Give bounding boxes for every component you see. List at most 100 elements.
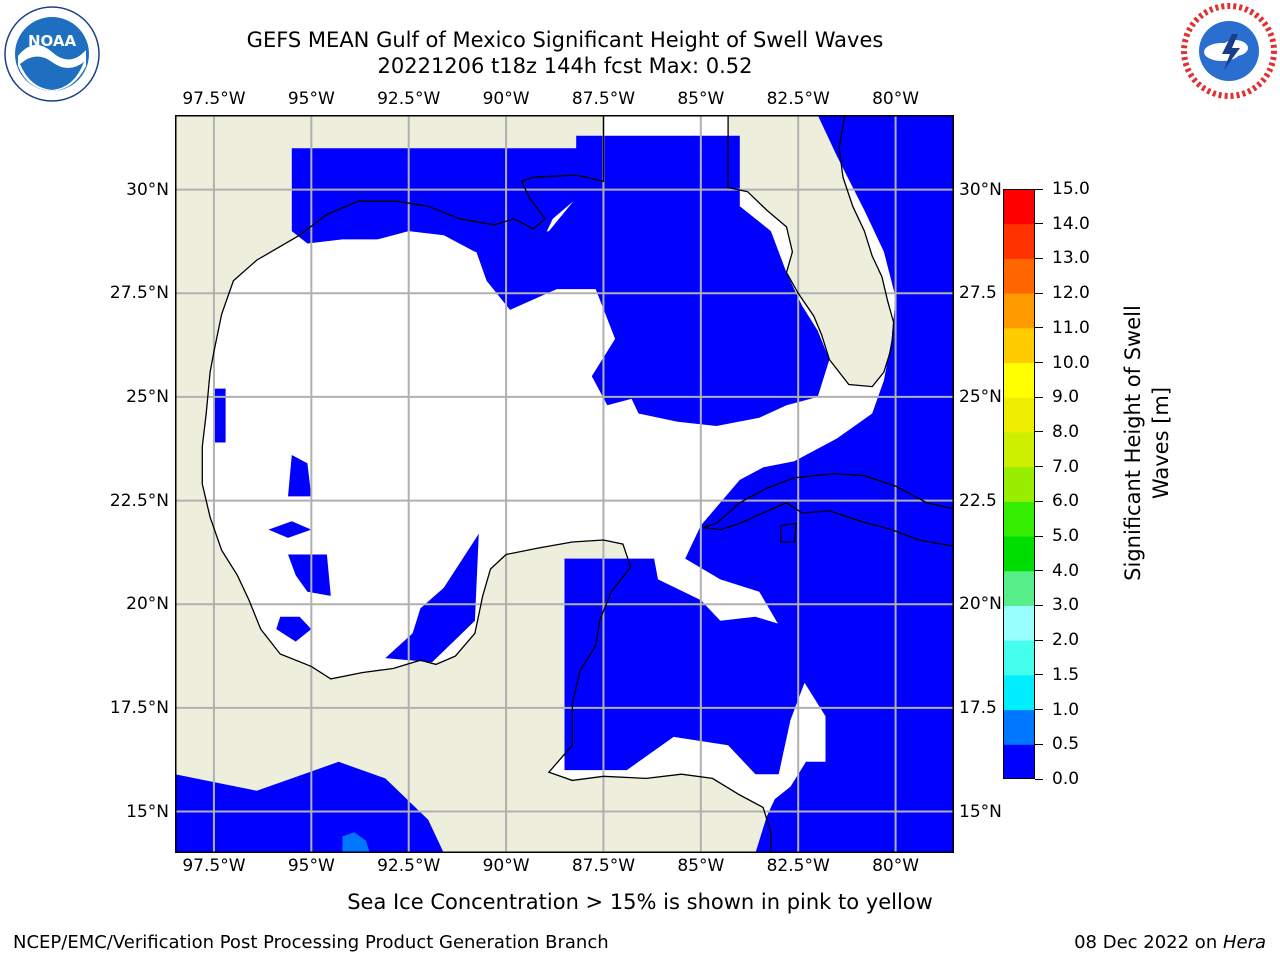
colorbar-tick-label: 12.0: [1052, 283, 1090, 304]
colorbar-band: [1003, 570, 1035, 606]
lat-label-left: 27.5°N: [109, 283, 169, 304]
colorbar-tick-label: 5.0: [1052, 526, 1080, 547]
lon-label-top: 82.5°W: [766, 89, 830, 109]
lat-label-left: 17.5°N: [109, 697, 169, 718]
lat-label-right: 20°N: [959, 594, 1002, 615]
lon-label-top: 85°W: [677, 89, 725, 109]
chart-title: GEFS MEAN Gulf of Mexico Significant Hei…: [246, 28, 884, 52]
graticule-layer: [175, 115, 954, 853]
colorbar-tick-mark: [1035, 639, 1043, 641]
sea-ice-note: Sea Ice Concentration > 15% is shown in …: [347, 890, 933, 914]
colorbar-tick-mark: [1035, 431, 1043, 433]
colorbar-tick-label: 13.0: [1052, 248, 1090, 269]
swell-region-8: [288, 554, 331, 596]
noaa-logo-text: NOAA: [28, 32, 77, 50]
colorbar-tick-label: 4.0: [1052, 560, 1080, 581]
lon-label-top: 92.5°W: [377, 89, 441, 109]
colorbar-tick-mark: [1035, 570, 1043, 572]
colorbar-tick-label: 3.0: [1052, 595, 1080, 616]
lon-label-top: 95°W: [287, 89, 335, 109]
colorbar-tick-label: 6.0: [1052, 491, 1080, 512]
swell-region-higher: [342, 832, 370, 853]
swell-region-4: [175, 761, 444, 853]
lat-label-right: 22.5: [959, 490, 997, 511]
colorbar-tick-label: 9.0: [1052, 387, 1080, 408]
lon-label-bottom: 92.5°W: [377, 856, 441, 876]
lon-label-bottom: 95°W: [287, 856, 335, 876]
lat-label-right: 30°N: [959, 179, 1002, 200]
colorbar-tick-mark: [1035, 362, 1043, 364]
map-frame: [175, 115, 954, 853]
lon-label-bottom: 85°W: [677, 856, 725, 876]
colorbar-band: [1003, 709, 1035, 745]
colorbar-tick-mark: [1035, 292, 1043, 294]
coastline-1: [727, 115, 895, 388]
noaa-logo: NOAA: [4, 6, 100, 102]
lat-label-left: 20°N: [126, 594, 169, 615]
colorbar-band: [1003, 605, 1035, 641]
colorbar-tick-mark: [1035, 327, 1043, 329]
chart-subtitle: 20221206 t18z 144h fcst Max: 0.52: [377, 54, 753, 78]
colorbar-band: [1003, 431, 1035, 468]
colorbar-tick-mark: [1035, 396, 1043, 398]
colorbar-band: [1003, 258, 1035, 294]
lat-label-left: 15°N: [126, 801, 169, 822]
colorbar-frame: [1003, 189, 1035, 779]
colorbar-tick-mark: [1035, 709, 1043, 711]
footer-date: 08 Dec 2022 on Hera: [1074, 932, 1266, 953]
colorbar-band: [1003, 293, 1035, 329]
lon-label-top: 80°W: [872, 89, 920, 109]
colorbar-tick-label: 8.0: [1052, 421, 1080, 442]
swell-region-2: [685, 115, 954, 853]
colorbar-band: [1003, 501, 1035, 537]
colorbar-label: Significant Height of Swell Waves [m]: [1119, 263, 1175, 623]
colorbar-band: [1003, 674, 1035, 711]
colorbar-tick-mark: [1035, 257, 1043, 259]
colorbar-tick-label: 1.5: [1052, 664, 1080, 685]
swell-region-6: [288, 455, 312, 497]
footer-host: Hera: [1222, 932, 1266, 953]
colorbar-tick-mark: [1035, 223, 1043, 225]
landmass-1: [728, 115, 894, 387]
footer-date-text: 08 Dec 2022 on: [1074, 932, 1223, 953]
swell-region-0: [291, 148, 600, 256]
colorbar-label-line-2: Waves [m]: [1149, 386, 1173, 500]
lat-label-right: 17.5: [959, 697, 997, 718]
lat-label-left: 22.5°N: [109, 490, 169, 511]
colorbar-label-line-1: Significant Height of Swell: [1121, 305, 1145, 581]
swell-region-10: [268, 521, 312, 538]
lon-label-top: 87.5°W: [571, 89, 636, 109]
swell-region-5: [385, 533, 479, 663]
swell-region-1: [474, 135, 830, 426]
lat-label-left: 30°N: [126, 179, 169, 200]
colorbar-band: [1003, 536, 1035, 572]
colorbar-tick-mark: [1035, 743, 1043, 745]
coastline-3: [780, 522, 798, 543]
colorbar-tick-label: 10.0: [1052, 352, 1090, 373]
colorbar-tick-label: 7.0: [1052, 456, 1080, 477]
colorbar-band: [1003, 327, 1035, 364]
colorbar-tick-label: 1.0: [1052, 699, 1080, 720]
lon-label-bottom: 80°W: [872, 856, 920, 876]
colorbar-band: [1003, 362, 1035, 398]
colorbar-band: [1003, 744, 1035, 779]
lon-label-top: 97.5°W: [182, 89, 246, 109]
colorbar-tick-mark: [1035, 604, 1043, 606]
colorbar-band: [1003, 189, 1035, 225]
colorbar-tick-label: 0.0: [1052, 769, 1080, 789]
colorbar-band: [1003, 640, 1035, 676]
lat-label-right: 25°N: [959, 386, 1002, 407]
coastline-2: [702, 472, 954, 547]
colorbar-band: [1003, 466, 1035, 502]
colorbar-tick-label: 11.0: [1052, 317, 1090, 338]
colorbar-tick-label: 2.0: [1052, 630, 1080, 651]
colorbar-band: [1003, 223, 1035, 259]
colorbar-tick-label: 15.0: [1052, 179, 1090, 199]
colorbar-tick-mark: [1035, 466, 1043, 468]
lat-label-left: 25°N: [126, 386, 169, 407]
swell-region-3: [564, 558, 806, 775]
lon-label-bottom: 87.5°W: [571, 856, 636, 876]
swell-region-9: [214, 388, 226, 443]
lon-label-bottom: 90°W: [482, 856, 530, 876]
colorbar-tick-label: 14.0: [1052, 213, 1090, 234]
